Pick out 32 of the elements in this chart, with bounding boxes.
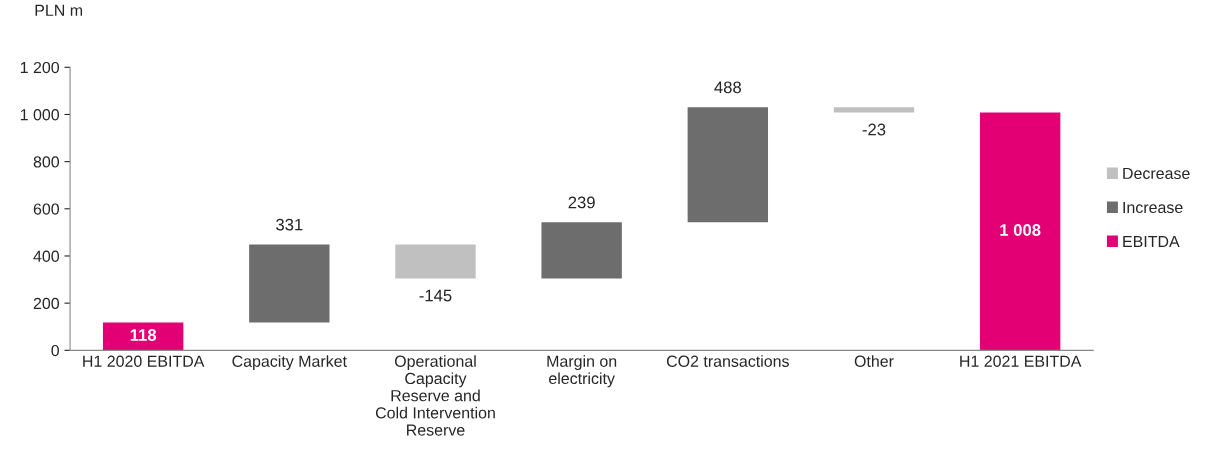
- y-tick-label: 800: [33, 156, 60, 168]
- data-label: 1 008: [1000, 224, 1041, 236]
- bar: [979, 112, 1061, 351]
- data-label: 488: [714, 81, 741, 94]
- y-tick-label: 1 200: [20, 61, 60, 74]
- bar: [541, 222, 622, 279]
- legend-label: EBITDA: [1123, 236, 1180, 247]
- bar: [687, 107, 769, 223]
- legend-label: Increase: [1123, 201, 1183, 214]
- data-label: -145: [419, 289, 452, 302]
- x-tick-label: Operational Capacity Reserve and Cold Intervention Reserve: [375, 355, 495, 436]
- y-tick-label: 0: [51, 344, 60, 357]
- bar: [833, 107, 915, 113]
- data-label: 239: [568, 196, 595, 209]
- x-tick-label: H1 2021 EBITDA: [960, 355, 1082, 367]
- x-tick-label: CO2 transactions: [666, 355, 789, 367]
- x-tick-label: Margin on electricity: [547, 355, 617, 388]
- data-label: -23: [862, 123, 886, 136]
- y-tick-label: 600: [33, 203, 60, 215]
- y-axis-title: PLN m: [35, 4, 83, 16]
- x-tick-label: H1 2020 EBITDA: [83, 355, 205, 367]
- legend-label: Decrease: [1123, 167, 1190, 180]
- x-tick-label: Other: [854, 355, 894, 367]
- bar: [102, 322, 184, 351]
- y-tick-label: 200: [33, 297, 60, 310]
- y-tick-label: 400: [33, 250, 60, 262]
- bar: [249, 244, 330, 323]
- x-tick-label: Capacity Market: [232, 355, 347, 371]
- data-label: 118: [130, 329, 157, 341]
- bar: [395, 244, 476, 279]
- data-label: 331: [276, 218, 303, 231]
- y-tick-label: 1 000: [20, 109, 60, 121]
